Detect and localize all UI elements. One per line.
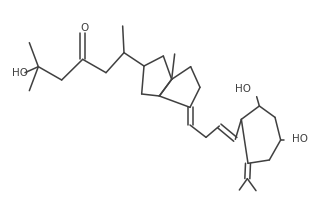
Text: HO: HO <box>235 84 251 94</box>
Text: O: O <box>80 23 89 33</box>
Text: HO: HO <box>12 68 28 78</box>
Text: HO: HO <box>292 134 308 144</box>
